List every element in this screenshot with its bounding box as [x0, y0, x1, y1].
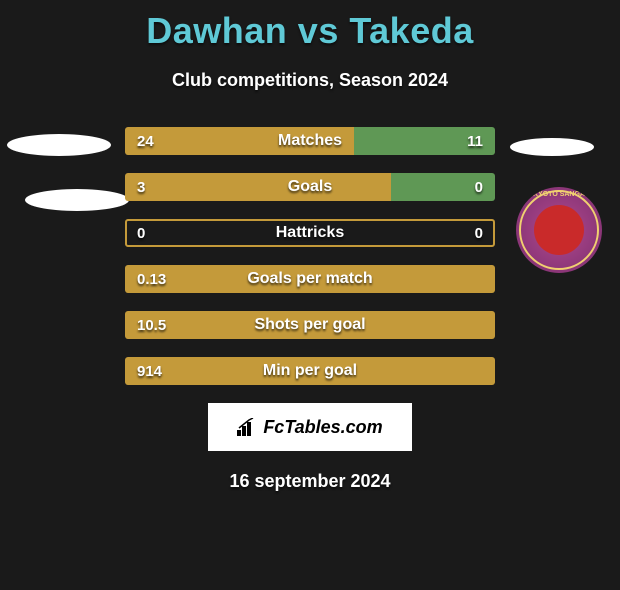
- stat-label: Hattricks: [125, 224, 495, 242]
- stat-value-right: 0: [475, 225, 483, 242]
- stat-value-right: 0: [475, 179, 483, 196]
- team-logo-text: KYOTO SANGA: [516, 191, 602, 198]
- stat-label: Shots per goal: [125, 316, 495, 334]
- stat-row: 914Min per goal: [125, 357, 495, 385]
- team-logo-inner: [534, 205, 584, 255]
- subtitle: Club competitions, Season 2024: [0, 70, 620, 91]
- stat-label: Min per goal: [125, 362, 495, 380]
- stat-row: 10.5Shots per goal: [125, 311, 495, 339]
- fctables-banner: FcTables.com: [208, 403, 412, 451]
- ellipse-shape: [510, 138, 594, 156]
- stat-value-right: 11: [467, 133, 483, 150]
- date-text: 16 september 2024: [0, 471, 620, 492]
- stat-label: Goals: [125, 178, 495, 196]
- stat-row: 0.13Goals per match: [125, 265, 495, 293]
- stat-label: Goals per match: [125, 270, 495, 288]
- ellipse-shape: [25, 189, 129, 211]
- stat-label: Matches: [125, 132, 495, 150]
- ellipse-shape: [7, 134, 111, 156]
- banner-text: FcTables.com: [263, 417, 382, 438]
- right-team-logo: KYOTO SANGA: [516, 187, 602, 273]
- stats-container: 24Matches113Goals00Hattricks00.13Goals p…: [125, 127, 495, 385]
- left-team-logo-2: [25, 189, 129, 211]
- stat-row: 0Hattricks0: [125, 219, 495, 247]
- left-team-logo-1: [7, 134, 111, 156]
- stat-row: 24Matches11: [125, 127, 495, 155]
- chart-icon: [237, 418, 259, 436]
- page-title: Dawhan vs Takeda: [0, 10, 620, 52]
- right-logo-ellipse: [510, 138, 594, 156]
- stat-row: 3Goals0: [125, 173, 495, 201]
